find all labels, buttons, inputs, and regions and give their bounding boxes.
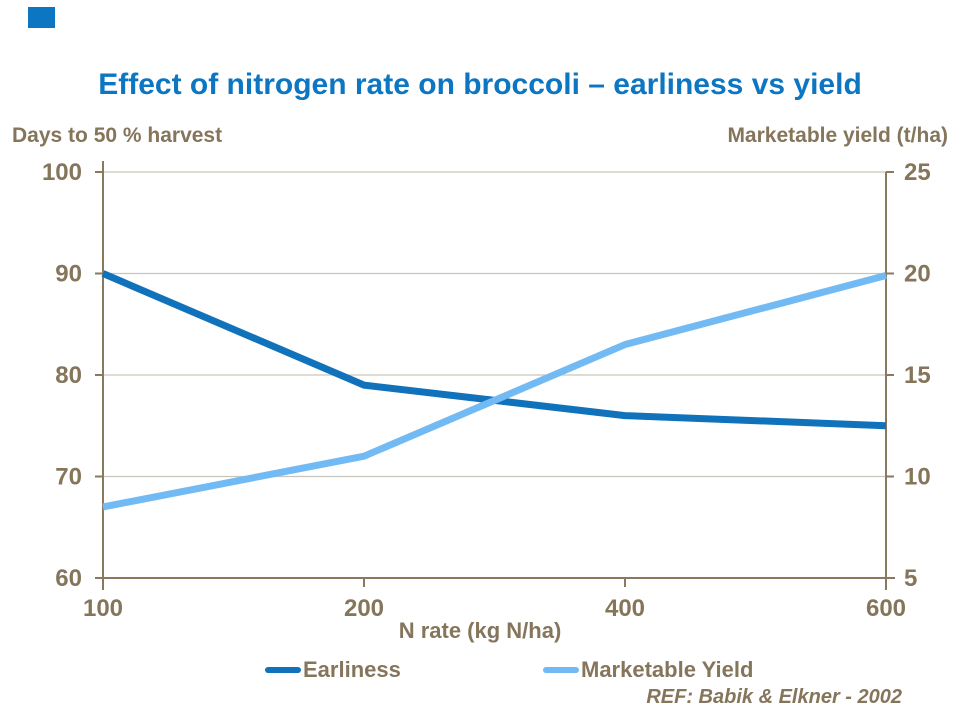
chart-title: Effect of nitrogen rate on broccoli – ea… xyxy=(98,68,862,101)
left-axis-title: Days to 50 % harvest xyxy=(12,124,223,147)
right-axis-tick-label: 10 xyxy=(904,464,931,491)
right-axis-tick-label: 5 xyxy=(904,565,917,592)
marketable-yield-legend-dash-icon xyxy=(543,667,579,673)
right-axis-title: Marketable yield (t/ha) xyxy=(727,124,948,147)
x-axis-tick-label: 100 xyxy=(83,595,123,622)
left-axis-tick-label: 80 xyxy=(55,362,82,389)
right-axis-tick-label: 15 xyxy=(904,362,931,389)
left-axis-tick-label: 100 xyxy=(42,159,82,186)
x-axis-tick-label: 200 xyxy=(344,595,384,622)
left-axis-tick-label: 90 xyxy=(55,261,82,288)
right-axis-tick-label: 20 xyxy=(904,261,931,288)
series-line-marketable-yield xyxy=(102,272,887,511)
legend-item-earliness: Earliness xyxy=(265,657,401,683)
earliness-legend-dash-icon xyxy=(265,667,301,673)
reference-citation: REF: Babik & Elkner - 2002 xyxy=(646,686,902,708)
slide-corner-decoration xyxy=(28,7,55,28)
left-axis-tick-label: 60 xyxy=(55,565,82,592)
x-axis-title: N rate (kg N/ha) xyxy=(398,618,562,643)
legend-item-marketable-yield: Marketable Yield xyxy=(543,657,753,683)
legend-label-marketable-yield: Marketable Yield xyxy=(581,657,754,682)
left-axis-tick-label: 70 xyxy=(55,464,82,491)
x-axis-tick-label: 400 xyxy=(605,595,645,622)
x-axis-tick-label: 600 xyxy=(866,595,906,622)
legend-label-earliness: Earliness xyxy=(303,657,401,682)
right-axis-tick-label: 25 xyxy=(904,159,931,186)
